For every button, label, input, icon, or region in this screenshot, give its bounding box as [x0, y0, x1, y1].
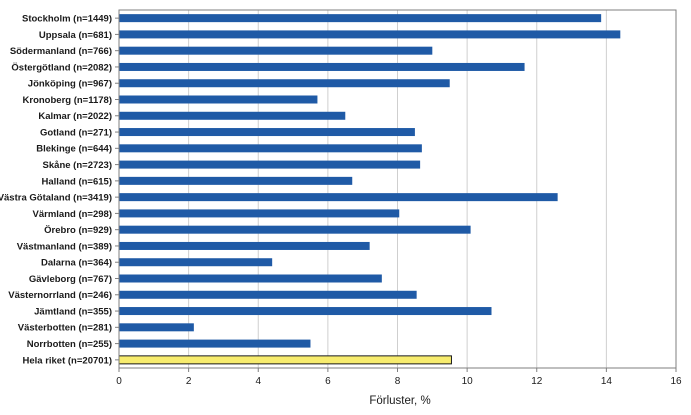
category-label: Stockholm (n=1449) — [22, 14, 112, 25]
bar — [119, 323, 194, 332]
category-label: Västerbotten (n=281) — [18, 323, 112, 334]
bar — [119, 193, 558, 202]
bar — [119, 176, 353, 185]
category-label: Skåne (n=2723) — [43, 160, 112, 171]
x-tick-label: 0 — [116, 376, 122, 387]
category-label: Örebro (n=929) — [44, 225, 112, 236]
x-tick-label: 12 — [531, 376, 543, 387]
x-tick-label: 10 — [462, 376, 474, 387]
x-tick-label: 8 — [395, 376, 401, 387]
bar — [119, 225, 471, 234]
plot-frame — [118, 9, 677, 369]
bar — [119, 339, 311, 348]
bar — [119, 14, 602, 23]
category-label: Halland (n=615) — [42, 176, 112, 187]
category-label: Norrbotten (n=255) — [27, 339, 112, 350]
bar — [119, 79, 450, 88]
category-label: Kronoberg (n=1178) — [23, 95, 112, 106]
bar — [119, 128, 415, 137]
bar — [119, 258, 273, 267]
bar — [119, 95, 318, 104]
category-label: Värmland (n=298) — [33, 209, 112, 220]
x-tick-label: 6 — [325, 376, 331, 387]
bar — [119, 209, 400, 218]
bar — [119, 160, 421, 169]
category-label: Uppsala (n=681) — [39, 30, 112, 41]
bar — [119, 290, 417, 299]
bar — [119, 111, 346, 120]
bar — [119, 46, 433, 55]
category-label: Dalarna (n=364) — [41, 258, 112, 269]
x-tick-label: 2 — [186, 376, 192, 387]
category-label: Västra Götaland (n=3419) — [0, 193, 112, 204]
bar — [119, 62, 525, 71]
x-tick-label: 4 — [255, 376, 261, 387]
bar — [119, 274, 382, 283]
bar-total — [118, 355, 452, 365]
x-tick-label: 14 — [601, 376, 613, 387]
x-axis-title: Förluster, % — [369, 395, 430, 407]
bar — [119, 30, 621, 39]
category-label: Östergötland (n=2082) — [11, 62, 112, 73]
category-label: Gotland (n=271) — [40, 127, 112, 138]
bar — [119, 144, 422, 153]
category-label: Gävleborg (n=767) — [29, 274, 112, 285]
category-label: Södermanland (n=766) — [10, 46, 112, 57]
category-label: Hela riket (n=20701) — [22, 355, 112, 366]
category-label: Västmanland (n=389) — [17, 241, 112, 252]
category-label: Jönköping (n=967) — [28, 79, 112, 90]
x-tick-label: 16 — [670, 376, 682, 387]
category-label: Jämtland (n=355) — [34, 306, 112, 317]
category-label: Kalmar (n=2022) — [38, 111, 112, 122]
bar — [119, 241, 370, 250]
bar — [119, 307, 492, 316]
category-label: Blekinge (n=644) — [36, 144, 112, 155]
category-label: Västernorrland (n=246) — [8, 290, 112, 301]
